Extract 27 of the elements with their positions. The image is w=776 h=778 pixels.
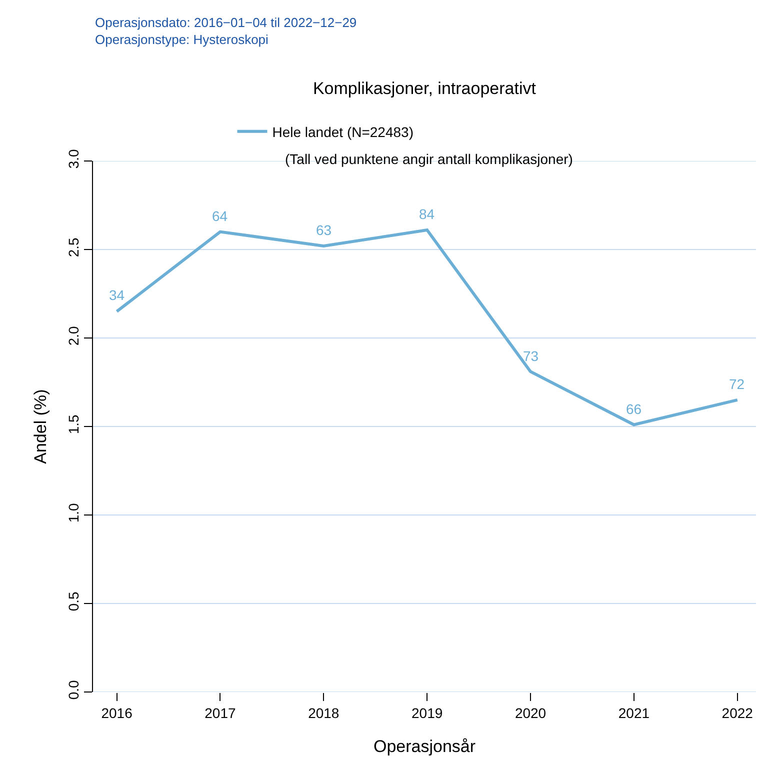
y-axis-title: Andel (%): [30, 389, 50, 464]
annotation: 63: [316, 222, 332, 238]
annotation: 64: [212, 208, 228, 224]
x-tick-label: 2021: [618, 704, 650, 721]
chart-title: Komplikasjoner, intraoperativt: [312, 78, 536, 98]
y-tick-label: 2.0: [65, 326, 82, 346]
y-tick-label: 1.5: [65, 414, 82, 434]
text: Operasjonsdato: 2016−01−04 til 2022−12−29 Operasjonstype: Hysteroskopi: [95, 15, 357, 47]
annotation: (Tall ved punktene angir antall komplikasjoner): [285, 151, 573, 167]
y-tick-label: 0.0: [65, 680, 82, 700]
x-tick-label: 2020: [514, 704, 546, 721]
y-tick-label: 1.0: [65, 502, 82, 523]
x-tick-label: 2016: [101, 704, 133, 721]
y-tick-label: 3.0: [65, 148, 82, 169]
y-tick-label: 2.5: [65, 237, 82, 258]
annotation: 84: [419, 206, 435, 222]
x-tick-label: 2022: [722, 704, 754, 721]
y-tick-label: 0.5: [65, 591, 82, 612]
x-axis-title: Operasjonsår: [373, 737, 476, 756]
x-tick-label: 2019: [412, 704, 443, 721]
annotation: 34: [109, 287, 125, 303]
x-tick-label: 2018: [308, 704, 340, 721]
annotation: 66: [626, 401, 642, 417]
legend-label: Hele landet (N=22483): [272, 124, 414, 140]
x-tick-label: 2017: [204, 704, 236, 721]
annotation: 73: [523, 348, 539, 364]
annotation: 72: [729, 376, 745, 392]
